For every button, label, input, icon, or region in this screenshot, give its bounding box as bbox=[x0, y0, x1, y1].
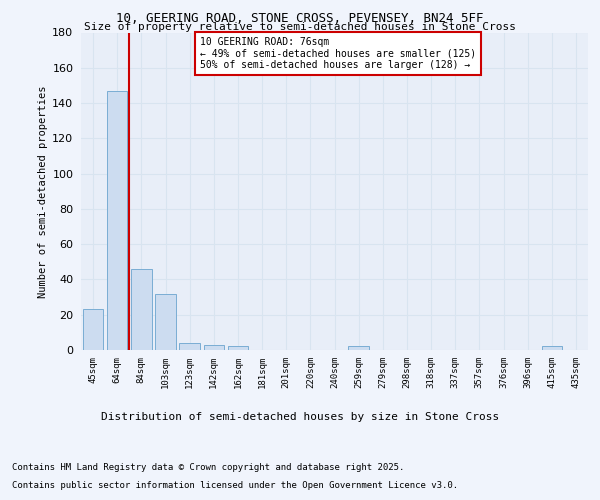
Text: 10, GEERING ROAD, STONE CROSS, PEVENSEY, BN24 5FF: 10, GEERING ROAD, STONE CROSS, PEVENSEY,… bbox=[116, 12, 484, 26]
Bar bbox=[179, 343, 200, 350]
Bar bbox=[155, 294, 176, 350]
Text: Contains HM Land Registry data © Crown copyright and database right 2025.: Contains HM Land Registry data © Crown c… bbox=[12, 464, 404, 472]
Text: 10 GEERING ROAD: 76sqm
← 49% of semi-detached houses are smaller (125)
50% of se: 10 GEERING ROAD: 76sqm ← 49% of semi-det… bbox=[200, 38, 476, 70]
Text: Distribution of semi-detached houses by size in Stone Cross: Distribution of semi-detached houses by … bbox=[101, 412, 499, 422]
Bar bbox=[107, 90, 127, 350]
Bar bbox=[542, 346, 562, 350]
Bar bbox=[349, 346, 369, 350]
Bar bbox=[203, 344, 224, 350]
Bar bbox=[83, 310, 103, 350]
Bar bbox=[131, 269, 152, 350]
Text: Size of property relative to semi-detached houses in Stone Cross: Size of property relative to semi-detach… bbox=[84, 22, 516, 32]
Y-axis label: Number of semi-detached properties: Number of semi-detached properties bbox=[38, 85, 48, 298]
Text: Contains public sector information licensed under the Open Government Licence v3: Contains public sector information licen… bbox=[12, 481, 458, 490]
Bar bbox=[227, 346, 248, 350]
